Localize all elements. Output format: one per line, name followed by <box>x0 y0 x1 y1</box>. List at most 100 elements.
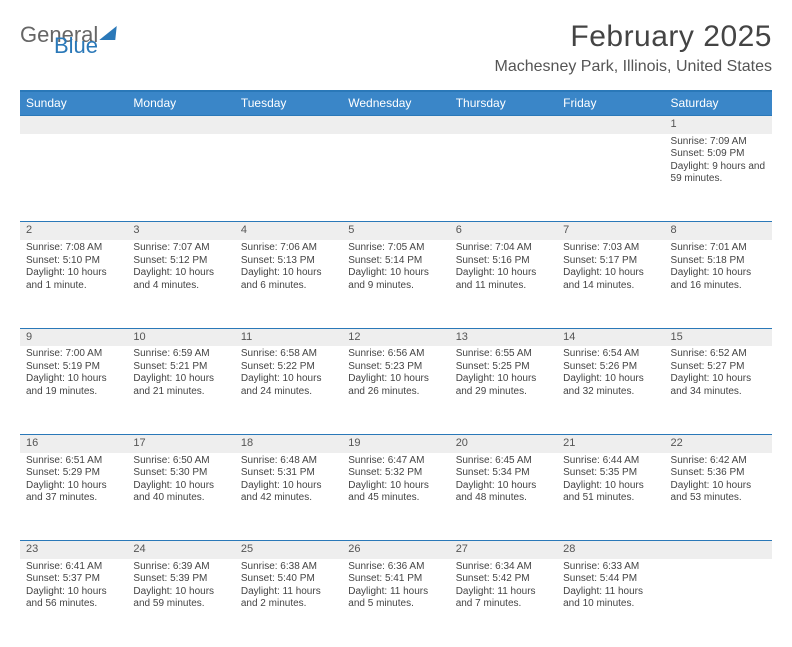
day-number-cell: 13 <box>450 328 557 346</box>
daylight-line: Daylight: 10 hours and 11 minutes. <box>456 267 551 292</box>
sunrise-line: Sunrise: 7:05 AM <box>348 242 443 255</box>
day-number-cell <box>20 116 127 134</box>
day-cell: Sunrise: 7:05 AMSunset: 5:14 PMDaylight:… <box>342 240 449 328</box>
sunrise-line: Sunrise: 6:52 AM <box>671 348 766 361</box>
sunrise-line: Sunrise: 7:09 AM <box>671 136 766 149</box>
day-cell: Sunrise: 6:44 AMSunset: 5:35 PMDaylight:… <box>557 453 664 541</box>
sunrise-line: Sunrise: 6:51 AM <box>26 455 121 468</box>
sunrise-line: Sunrise: 7:04 AM <box>456 242 551 255</box>
day-number-cell: 19 <box>342 434 449 452</box>
day-body-row: Sunrise: 6:41 AMSunset: 5:37 PMDaylight:… <box>20 559 772 647</box>
day-cell: Sunrise: 7:03 AMSunset: 5:17 PMDaylight:… <box>557 240 664 328</box>
day-cell: Sunrise: 6:56 AMSunset: 5:23 PMDaylight:… <box>342 346 449 434</box>
header: General Blue February 2025 Machesney Par… <box>20 20 772 84</box>
location-line: Machesney Park, Illinois, United States <box>495 58 772 76</box>
day-cell: Sunrise: 7:06 AMSunset: 5:13 PMDaylight:… <box>235 240 342 328</box>
day-number-cell: 6 <box>450 222 557 240</box>
day-number-cell <box>235 116 342 134</box>
day-header: Wednesday <box>342 91 449 116</box>
daynum-row: 9101112131415 <box>20 328 772 346</box>
day-cell: Sunrise: 6:54 AMSunset: 5:26 PMDaylight:… <box>557 346 664 434</box>
sunset-line: Sunset: 5:39 PM <box>133 573 228 586</box>
sunset-line: Sunset: 5:25 PM <box>456 361 551 374</box>
sunset-line: Sunset: 5:30 PM <box>133 467 228 480</box>
daylight-line: Daylight: 10 hours and 45 minutes. <box>348 480 443 505</box>
sunset-line: Sunset: 5:18 PM <box>671 255 766 268</box>
sunset-line: Sunset: 5:13 PM <box>241 255 336 268</box>
day-number-cell: 20 <box>450 434 557 452</box>
day-cell: Sunrise: 6:50 AMSunset: 5:30 PMDaylight:… <box>127 453 234 541</box>
sunrise-line: Sunrise: 6:33 AM <box>563 561 658 574</box>
daylight-line: Daylight: 9 hours and 59 minutes. <box>671 161 766 186</box>
day-number-cell: 12 <box>342 328 449 346</box>
sunrise-line: Sunrise: 7:07 AM <box>133 242 228 255</box>
sunset-line: Sunset: 5:42 PM <box>456 573 551 586</box>
day-cell: Sunrise: 6:36 AMSunset: 5:41 PMDaylight:… <box>342 559 449 647</box>
daylight-line: Daylight: 10 hours and 51 minutes. <box>563 480 658 505</box>
daylight-line: Daylight: 10 hours and 1 minute. <box>26 267 121 292</box>
day-number-cell: 2 <box>20 222 127 240</box>
day-cell: Sunrise: 6:38 AMSunset: 5:40 PMDaylight:… <box>235 559 342 647</box>
sunset-line: Sunset: 5:10 PM <box>26 255 121 268</box>
sunrise-line: Sunrise: 6:54 AM <box>563 348 658 361</box>
day-number-cell: 16 <box>20 434 127 452</box>
day-number-cell: 17 <box>127 434 234 452</box>
day-cell: Sunrise: 6:47 AMSunset: 5:32 PMDaylight:… <box>342 453 449 541</box>
sunset-line: Sunset: 5:21 PM <box>133 361 228 374</box>
sunrise-line: Sunrise: 7:03 AM <box>563 242 658 255</box>
daylight-line: Daylight: 10 hours and 6 minutes. <box>241 267 336 292</box>
daylight-line: Daylight: 10 hours and 42 minutes. <box>241 480 336 505</box>
sunset-line: Sunset: 5:19 PM <box>26 361 121 374</box>
daylight-line: Daylight: 10 hours and 21 minutes. <box>133 373 228 398</box>
daylight-line: Daylight: 10 hours and 29 minutes. <box>456 373 551 398</box>
sunrise-line: Sunrise: 6:38 AM <box>241 561 336 574</box>
day-cell: Sunrise: 7:08 AMSunset: 5:10 PMDaylight:… <box>20 240 127 328</box>
day-number-cell: 1 <box>665 116 772 134</box>
day-number-cell: 15 <box>665 328 772 346</box>
daynum-row: 2345678 <box>20 222 772 240</box>
daylight-line: Daylight: 10 hours and 32 minutes. <box>563 373 658 398</box>
sunrise-line: Sunrise: 6:56 AM <box>348 348 443 361</box>
day-cell <box>342 134 449 222</box>
day-number-cell <box>342 116 449 134</box>
calendar-table: SundayMondayTuesdayWednesdayThursdayFrid… <box>20 90 772 647</box>
daylight-line: Daylight: 10 hours and 59 minutes. <box>133 586 228 611</box>
sunrise-line: Sunrise: 6:44 AM <box>563 455 658 468</box>
daylight-line: Daylight: 10 hours and 48 minutes. <box>456 480 551 505</box>
day-cell: Sunrise: 6:41 AMSunset: 5:37 PMDaylight:… <box>20 559 127 647</box>
day-header-row: SundayMondayTuesdayWednesdayThursdayFrid… <box>20 91 772 116</box>
sunset-line: Sunset: 5:22 PM <box>241 361 336 374</box>
day-cell <box>127 134 234 222</box>
day-cell: Sunrise: 7:09 AMSunset: 5:09 PMDaylight:… <box>665 134 772 222</box>
logo: General Blue <box>20 26 116 55</box>
day-number-cell: 10 <box>127 328 234 346</box>
logo-text: General Blue <box>20 26 116 55</box>
daynum-row: 1 <box>20 116 772 134</box>
daylight-line: Daylight: 10 hours and 53 minutes. <box>671 480 766 505</box>
day-cell: Sunrise: 6:34 AMSunset: 5:42 PMDaylight:… <box>450 559 557 647</box>
day-body-row: Sunrise: 7:08 AMSunset: 5:10 PMDaylight:… <box>20 240 772 328</box>
day-cell: Sunrise: 6:55 AMSunset: 5:25 PMDaylight:… <box>450 346 557 434</box>
daylight-line: Daylight: 11 hours and 5 minutes. <box>348 586 443 611</box>
sunrise-line: Sunrise: 6:55 AM <box>456 348 551 361</box>
day-number-cell: 9 <box>20 328 127 346</box>
sunset-line: Sunset: 5:32 PM <box>348 467 443 480</box>
day-number-cell: 22 <box>665 434 772 452</box>
day-number-cell: 27 <box>450 541 557 559</box>
sunset-line: Sunset: 5:34 PM <box>456 467 551 480</box>
day-number-cell: 5 <box>342 222 449 240</box>
sunrise-line: Sunrise: 6:41 AM <box>26 561 121 574</box>
day-number-cell: 21 <box>557 434 664 452</box>
day-header: Friday <box>557 91 664 116</box>
day-cell: Sunrise: 6:51 AMSunset: 5:29 PMDaylight:… <box>20 453 127 541</box>
day-number-cell <box>665 541 772 559</box>
daylight-line: Daylight: 10 hours and 37 minutes. <box>26 480 121 505</box>
sunrise-line: Sunrise: 7:08 AM <box>26 242 121 255</box>
sunset-line: Sunset: 5:41 PM <box>348 573 443 586</box>
day-number-cell: 11 <box>235 328 342 346</box>
daylight-line: Daylight: 10 hours and 9 minutes. <box>348 267 443 292</box>
day-header: Monday <box>127 91 234 116</box>
daylight-line: Daylight: 10 hours and 34 minutes. <box>671 373 766 398</box>
daylight-line: Daylight: 10 hours and 24 minutes. <box>241 373 336 398</box>
day-number-cell <box>450 116 557 134</box>
